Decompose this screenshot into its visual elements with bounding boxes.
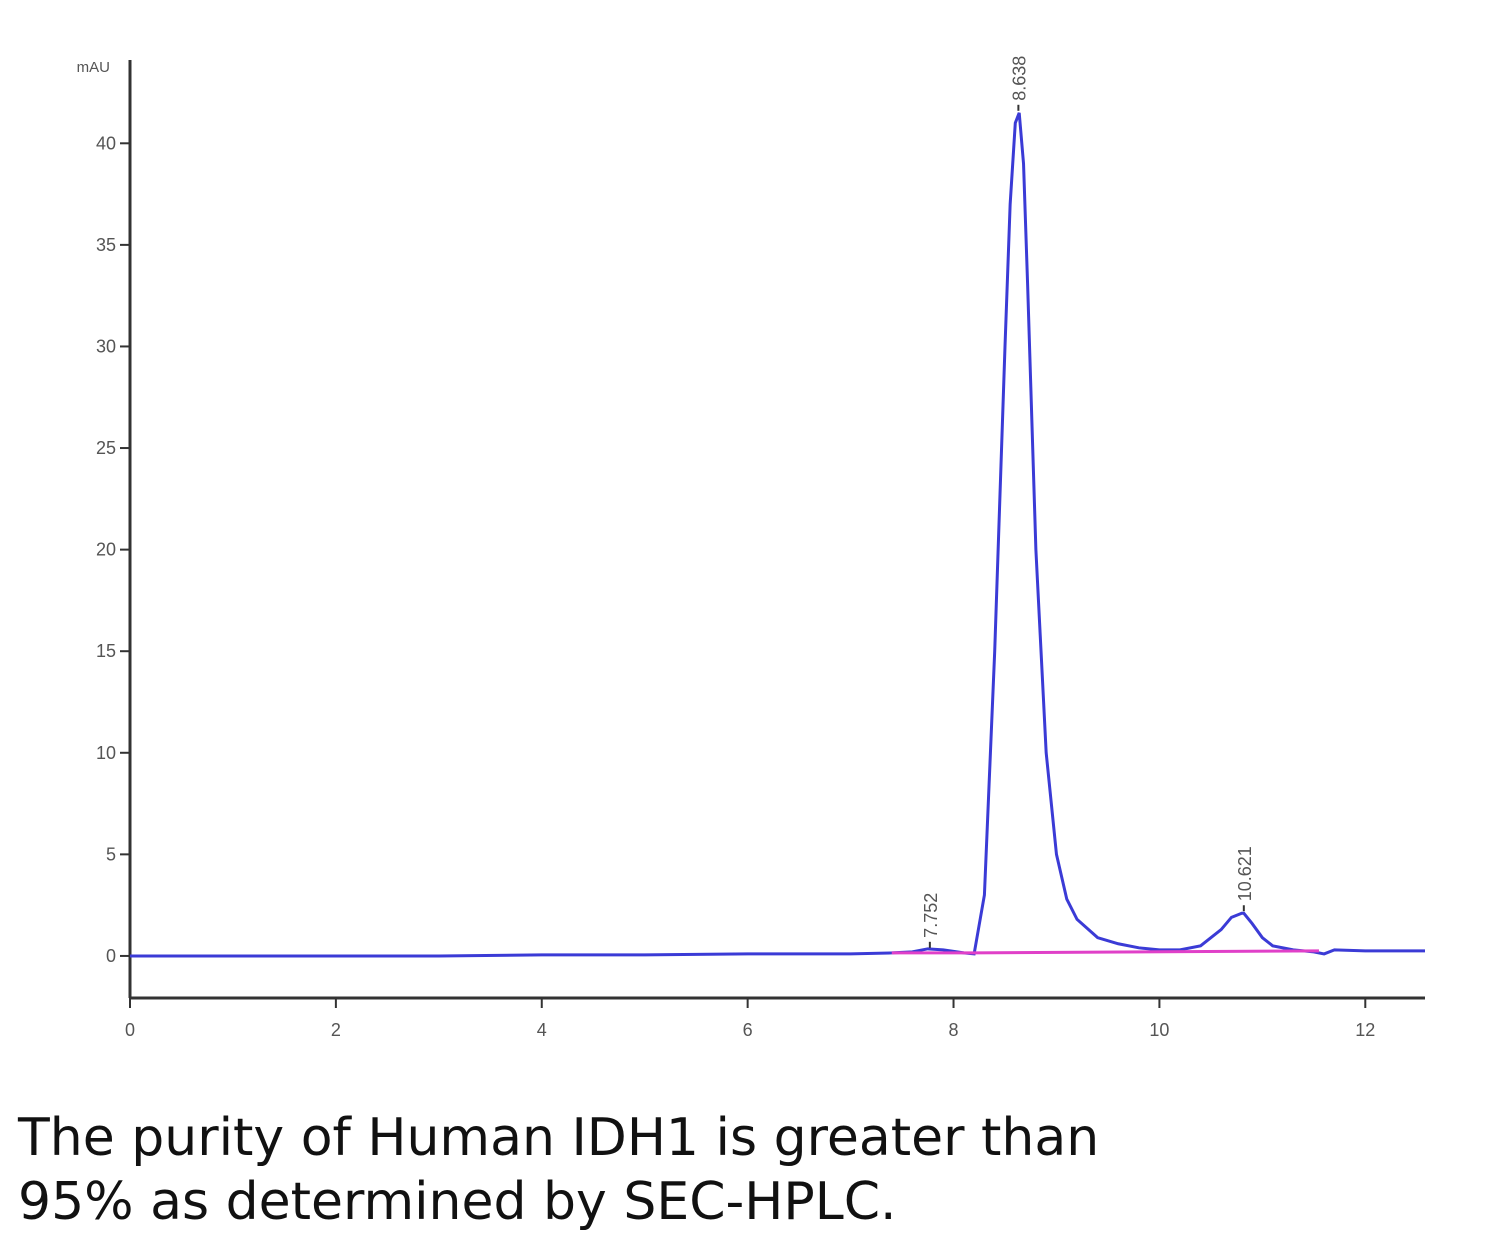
x-tick-label: 10 — [1149, 1020, 1169, 1040]
peak-label: 7.752 — [921, 893, 941, 938]
x-tick-label: 4 — [537, 1020, 547, 1040]
caption-line: 95% as determined by SEC-HPLC. — [18, 1172, 897, 1232]
y-tick-label: 5 — [106, 844, 116, 864]
y-tick-label: 25 — [96, 438, 116, 458]
trace — [130, 112, 1425, 958]
y-tick-label: 10 — [96, 743, 116, 763]
y-tick-label: 15 — [96, 641, 116, 661]
y-tick-label: 30 — [96, 336, 116, 356]
x-tick-label: 12 — [1355, 1020, 1375, 1040]
y-tick-label: 40 — [96, 133, 116, 153]
x-tick-label: 0 — [125, 1020, 135, 1040]
peak-label: 10.621 — [1235, 846, 1255, 901]
chart: mAU 0 5 10 15 20 25 30 35 40 0 2 4 6 8 10 12 7.752 8.638 10… — [77, 56, 1425, 1040]
caption-line: The purity of Human IDH1 is greater than — [18, 1108, 1100, 1168]
x-tick-label: 6 — [743, 1020, 753, 1040]
trace — [891, 949, 1319, 955]
y-tick-label: 0 — [106, 946, 116, 966]
y-axis-label: mAU — [77, 59, 110, 76]
y-tick-label: 20 — [96, 540, 116, 560]
x-tick-label: 8 — [949, 1020, 959, 1040]
peak-label: 8.638 — [1009, 56, 1029, 101]
x-tick-label: 2 — [331, 1020, 341, 1040]
y-tick-label: 35 — [96, 235, 116, 255]
